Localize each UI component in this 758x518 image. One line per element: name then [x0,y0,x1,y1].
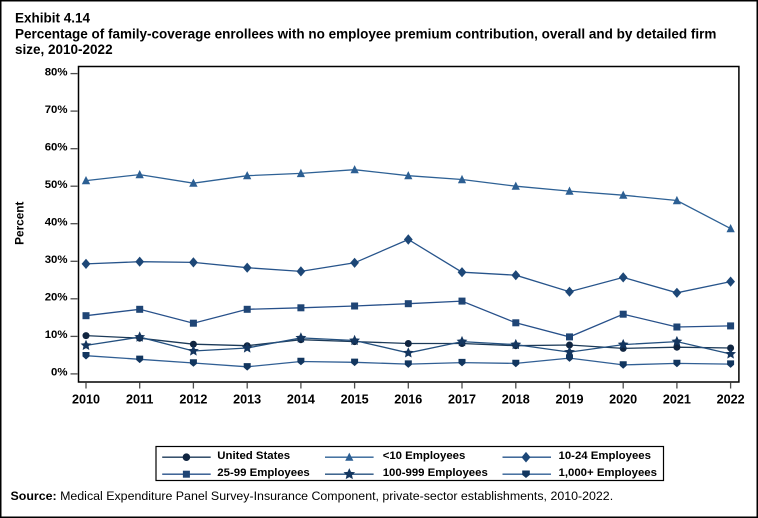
svg-text:2017: 2017 [448,393,476,407]
svg-text:10-24 Employees: 10-24 Employees [559,450,651,462]
svg-text:United States: United States [217,450,290,462]
svg-text:2021: 2021 [663,393,691,407]
svg-text:1,000+ Employees: 1,000+ Employees [559,467,657,479]
svg-text:Source: Medical Expenditure Pa: Source: Medical Expenditure Panel Survey… [11,489,614,503]
svg-text:Percent: Percent [12,201,26,244]
svg-text:<10 Employees: <10 Employees [383,450,466,462]
svg-text:20%: 20% [45,292,68,304]
svg-text:Exhibit 4.14: Exhibit 4.14 [15,11,91,26]
svg-text:40%: 40% [45,216,68,228]
svg-text:2018: 2018 [502,393,530,407]
svg-text:2013: 2013 [233,393,261,407]
svg-text:10%: 10% [45,329,68,341]
svg-text:25-99 Employees: 25-99 Employees [217,467,309,479]
svg-text:0%: 0% [51,367,67,379]
svg-text:2015: 2015 [341,393,369,407]
svg-text:100-999 Employees: 100-999 Employees [383,467,488,479]
svg-text:30%: 30% [45,254,68,266]
svg-text:2010: 2010 [72,393,100,407]
svg-text:2016: 2016 [394,393,422,407]
svg-text:50%: 50% [45,179,68,191]
svg-text:2022: 2022 [717,393,745,407]
svg-text:2011: 2011 [126,393,153,407]
svg-text:size, 2010-2022: size, 2010-2022 [15,42,113,57]
svg-text:2012: 2012 [179,393,207,407]
svg-text:60%: 60% [45,141,68,153]
svg-text:70%: 70% [45,104,68,116]
svg-text:2019: 2019 [555,393,583,407]
svg-text:Percentage of family-coverage: Percentage of family-coverage enrollees … [15,27,716,42]
svg-text:2014: 2014 [287,393,315,407]
svg-text:80%: 80% [45,66,68,78]
svg-text:2020: 2020 [609,393,637,407]
